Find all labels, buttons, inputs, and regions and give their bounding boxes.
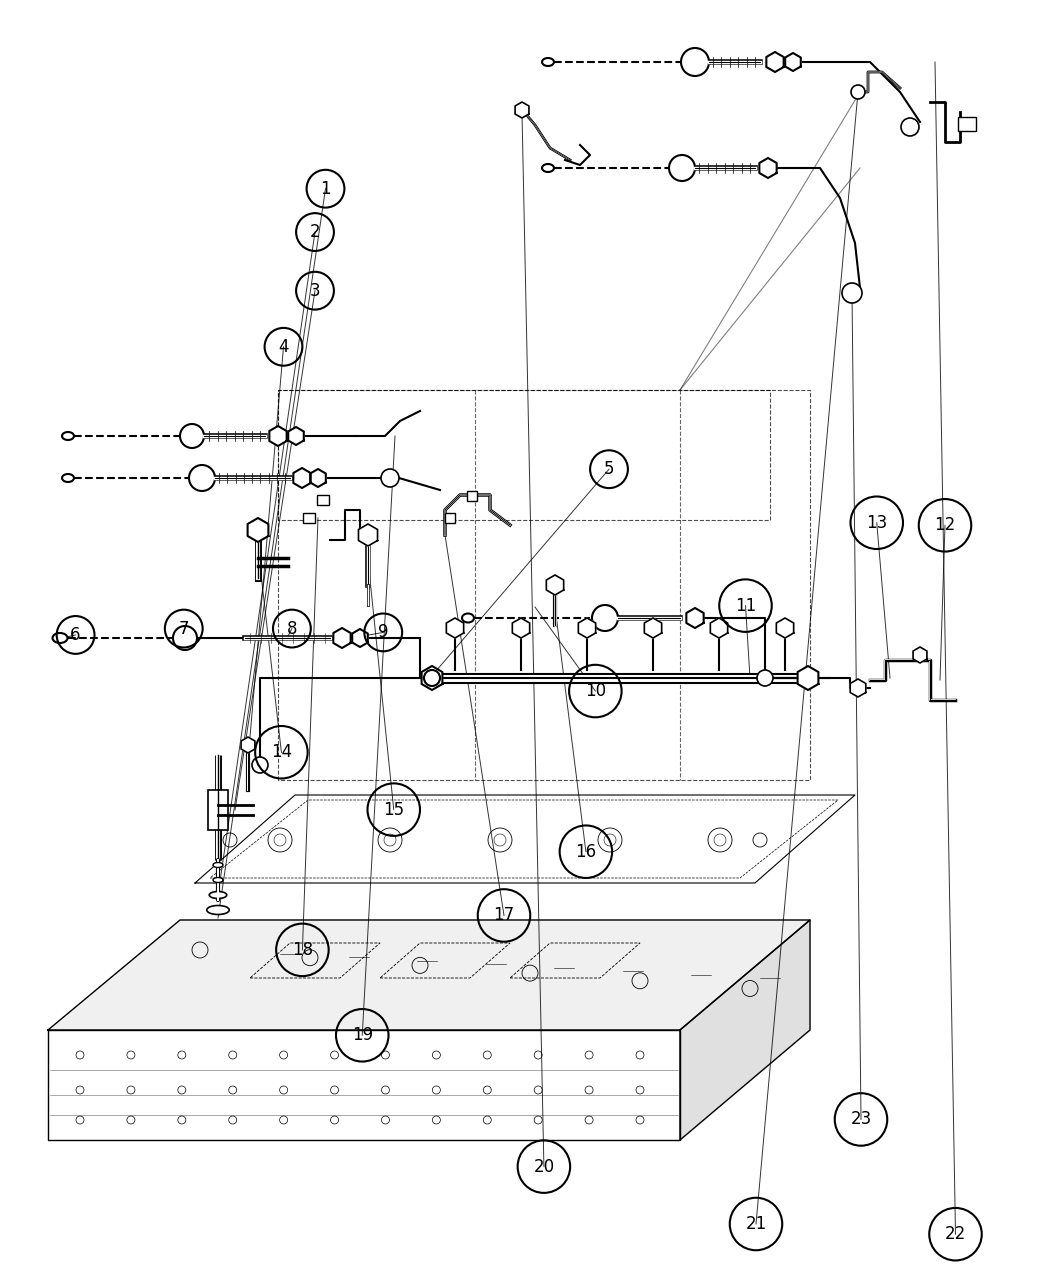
Polygon shape (579, 618, 595, 638)
Polygon shape (766, 52, 783, 71)
Ellipse shape (62, 474, 74, 482)
Ellipse shape (542, 57, 554, 66)
Text: 11: 11 (735, 597, 756, 615)
Ellipse shape (52, 632, 67, 643)
Polygon shape (242, 737, 255, 754)
Text: 9: 9 (378, 623, 388, 641)
Polygon shape (711, 618, 728, 638)
Polygon shape (48, 1030, 680, 1140)
Polygon shape (352, 629, 367, 646)
Text: 13: 13 (866, 514, 887, 532)
Ellipse shape (213, 877, 223, 882)
Circle shape (669, 156, 695, 181)
FancyBboxPatch shape (445, 513, 455, 523)
Circle shape (424, 669, 440, 686)
Circle shape (173, 626, 197, 650)
Polygon shape (48, 921, 810, 1030)
Text: 14: 14 (271, 743, 292, 761)
Ellipse shape (542, 164, 554, 172)
Text: 19: 19 (352, 1026, 373, 1044)
Polygon shape (914, 646, 927, 663)
Circle shape (189, 465, 215, 491)
Polygon shape (248, 518, 269, 542)
Text: 4: 4 (278, 338, 289, 356)
Text: 15: 15 (383, 801, 404, 819)
Circle shape (850, 85, 865, 99)
Text: 5: 5 (604, 460, 614, 478)
Text: 6: 6 (70, 626, 81, 644)
Polygon shape (446, 618, 464, 638)
Circle shape (592, 606, 618, 631)
Polygon shape (288, 427, 303, 445)
Text: 22: 22 (945, 1225, 966, 1243)
Circle shape (901, 119, 919, 136)
FancyBboxPatch shape (317, 495, 329, 505)
Polygon shape (270, 426, 287, 446)
Polygon shape (776, 618, 794, 638)
Polygon shape (293, 468, 311, 488)
Polygon shape (687, 608, 704, 629)
Polygon shape (546, 575, 564, 595)
Circle shape (757, 669, 773, 686)
FancyBboxPatch shape (467, 491, 477, 501)
Circle shape (842, 283, 862, 303)
Polygon shape (850, 680, 866, 697)
Polygon shape (512, 618, 529, 638)
FancyBboxPatch shape (303, 513, 315, 523)
Polygon shape (422, 666, 442, 690)
Circle shape (381, 469, 399, 487)
Polygon shape (759, 158, 777, 178)
Ellipse shape (62, 432, 74, 440)
Ellipse shape (462, 613, 474, 622)
Text: 17: 17 (494, 907, 514, 924)
Text: 18: 18 (292, 941, 313, 959)
Text: 23: 23 (850, 1111, 871, 1128)
Text: 20: 20 (533, 1158, 554, 1176)
Circle shape (180, 425, 204, 448)
Text: 7: 7 (178, 620, 189, 638)
Polygon shape (680, 921, 810, 1140)
Ellipse shape (213, 862, 223, 867)
Polygon shape (310, 469, 326, 487)
FancyBboxPatch shape (958, 117, 976, 131)
Circle shape (252, 757, 268, 773)
Text: 8: 8 (287, 620, 297, 638)
Polygon shape (798, 666, 818, 690)
Polygon shape (785, 54, 801, 71)
Circle shape (681, 48, 709, 76)
Text: 2: 2 (310, 223, 320, 241)
Polygon shape (333, 629, 351, 648)
Text: 1: 1 (320, 180, 331, 198)
Polygon shape (516, 102, 529, 119)
Ellipse shape (209, 891, 227, 899)
Text: 3: 3 (310, 282, 320, 300)
Polygon shape (358, 524, 378, 546)
Polygon shape (195, 796, 855, 884)
Text: 10: 10 (585, 682, 606, 700)
Ellipse shape (207, 905, 229, 914)
FancyBboxPatch shape (208, 790, 228, 830)
Text: 16: 16 (575, 843, 596, 861)
Text: 21: 21 (746, 1215, 766, 1233)
Text: 12: 12 (934, 516, 956, 534)
Polygon shape (645, 618, 662, 638)
